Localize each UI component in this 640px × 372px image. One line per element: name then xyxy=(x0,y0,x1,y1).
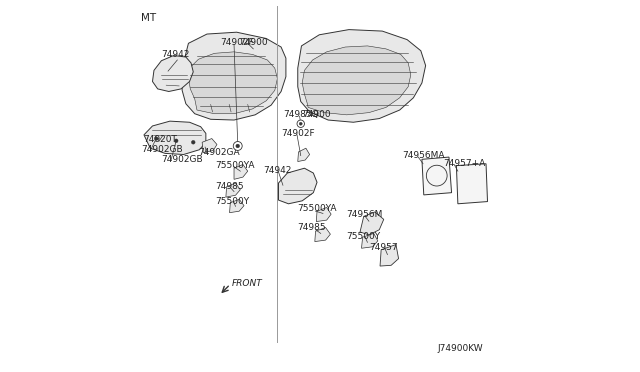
Text: 74956MA: 74956MA xyxy=(403,151,445,160)
Polygon shape xyxy=(316,208,331,222)
Polygon shape xyxy=(152,55,193,92)
Polygon shape xyxy=(360,212,384,235)
Polygon shape xyxy=(226,183,240,197)
Text: 74956M: 74956M xyxy=(347,211,383,219)
Text: J74900KW: J74900KW xyxy=(438,344,483,353)
Polygon shape xyxy=(298,148,310,161)
Polygon shape xyxy=(456,164,488,204)
Polygon shape xyxy=(302,46,411,115)
Polygon shape xyxy=(234,164,248,179)
Circle shape xyxy=(297,120,305,128)
Polygon shape xyxy=(144,121,206,154)
Circle shape xyxy=(154,137,158,140)
Text: 74902GA: 74902GA xyxy=(198,148,240,157)
Text: MT: MT xyxy=(141,13,157,23)
Circle shape xyxy=(174,139,178,142)
Circle shape xyxy=(236,144,239,148)
Text: 75500YA: 75500YA xyxy=(297,205,337,214)
Polygon shape xyxy=(422,157,452,195)
Text: 74902F: 74902F xyxy=(221,38,254,47)
Text: 75500Y: 75500Y xyxy=(216,197,250,206)
Text: 74985: 74985 xyxy=(297,223,326,232)
Polygon shape xyxy=(362,234,378,248)
Polygon shape xyxy=(182,32,286,120)
Polygon shape xyxy=(202,138,217,153)
Text: 74985: 74985 xyxy=(216,182,244,190)
Polygon shape xyxy=(315,228,330,241)
Text: 74942: 74942 xyxy=(161,50,189,59)
Circle shape xyxy=(300,122,302,125)
Circle shape xyxy=(233,141,242,150)
Polygon shape xyxy=(380,244,399,266)
Polygon shape xyxy=(230,199,244,213)
Text: 74985Q: 74985Q xyxy=(284,110,319,119)
Text: 74902F: 74902F xyxy=(281,129,315,138)
Text: 75500Y: 75500Y xyxy=(347,231,381,241)
Text: 74900: 74900 xyxy=(302,110,331,119)
Text: 74902GB: 74902GB xyxy=(161,155,203,164)
Circle shape xyxy=(191,140,195,144)
Text: FRONT: FRONT xyxy=(232,279,262,288)
Text: 74957: 74957 xyxy=(369,243,397,251)
Polygon shape xyxy=(298,30,426,122)
Text: 74957+A: 74957+A xyxy=(443,158,485,167)
Text: 74900: 74900 xyxy=(239,38,268,47)
Text: 74902GB: 74902GB xyxy=(141,145,183,154)
Text: 75500YA: 75500YA xyxy=(216,161,255,170)
Text: 74942: 74942 xyxy=(264,166,292,175)
Polygon shape xyxy=(278,168,317,204)
Text: 74920T: 74920T xyxy=(143,135,177,144)
Polygon shape xyxy=(188,52,277,114)
